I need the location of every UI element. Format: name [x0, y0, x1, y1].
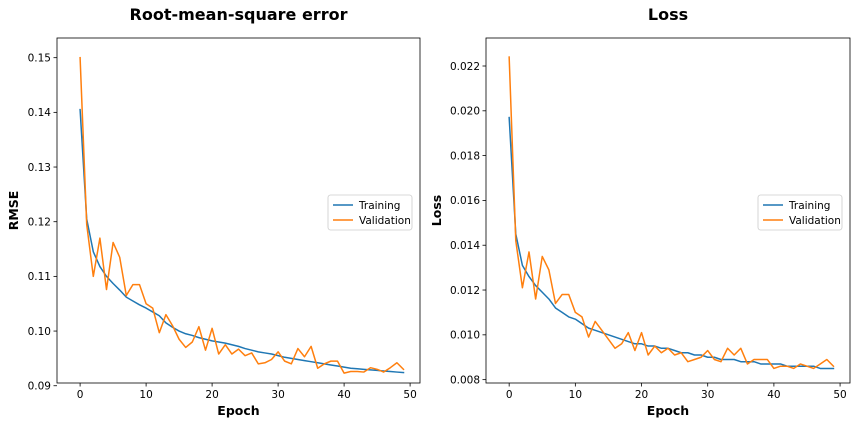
x-axis-label: Epoch	[217, 403, 259, 418]
x-tick-label: 50	[403, 389, 416, 401]
axes-frame	[485, 37, 851, 384]
chart-title: Root-mean-square error	[130, 5, 348, 24]
y-tick-label: 0.15	[28, 52, 51, 64]
legend-label-training: Training	[358, 200, 400, 212]
x-tick-label: 50	[833, 389, 846, 401]
series-line-validation	[508, 56, 835, 370]
legend-label-validation: Validation	[789, 215, 841, 227]
y-tick-label: 0.018	[450, 150, 480, 162]
legend-label-validation: Validation	[359, 215, 411, 227]
series-line-validation	[79, 56, 405, 374]
x-tick-label: 10	[139, 389, 152, 401]
y-tick-label: 0.014	[450, 240, 480, 252]
legend-label-training: Training	[788, 200, 830, 212]
y-tick-label: 0.022	[450, 61, 480, 73]
x-tick-label: 30	[701, 389, 714, 401]
legend-box	[757, 194, 843, 231]
y-tick-label: 0.11	[28, 271, 51, 283]
chart-panel-2: Loss 0 10 20 30 40 50 0.008 0.010 0.012 0.014 0.016…	[429, 5, 851, 418]
x-tick-label: 20	[635, 389, 648, 401]
x-tick-label: 0	[506, 389, 513, 401]
x-tick-label: 20	[205, 389, 218, 401]
legend: Training Validation	[757, 194, 843, 231]
axes-frame	[56, 37, 421, 384]
y-tick-label: 0.012	[450, 285, 480, 297]
chart-title: Loss	[648, 5, 688, 24]
x-tick-label: 40	[337, 389, 350, 401]
y-tick-label: 0.008	[450, 374, 480, 386]
y-tick-label: 0.09	[28, 381, 51, 393]
x-tick-label: 30	[271, 389, 284, 401]
y-tick-label: 0.14	[28, 107, 52, 119]
y-tick-label: 0.020	[450, 106, 480, 118]
y-tick-label: 0.010	[450, 330, 480, 342]
x-tick-label: 40	[767, 389, 780, 401]
y-tick-label: 0.12	[28, 217, 51, 229]
y-tick-label: 0.10	[28, 326, 51, 338]
y-tick-label: 0.016	[450, 195, 480, 207]
y-axis-label: Loss	[429, 195, 444, 226]
legend-box	[327, 194, 413, 231]
legend: Training Validation	[327, 194, 413, 231]
series-line-training	[79, 108, 405, 374]
x-tick-label: 0	[77, 389, 84, 401]
chart-panel-1: Root-mean-square error 0 10 20 30 40 50 0.09 0.1…	[6, 5, 421, 418]
x-tick-label: 10	[569, 389, 582, 401]
y-axis-label: RMSE	[6, 191, 21, 231]
series-line-training	[508, 116, 835, 370]
y-tick-label: 0.13	[28, 162, 51, 174]
x-axis-label: Epoch	[647, 403, 689, 418]
